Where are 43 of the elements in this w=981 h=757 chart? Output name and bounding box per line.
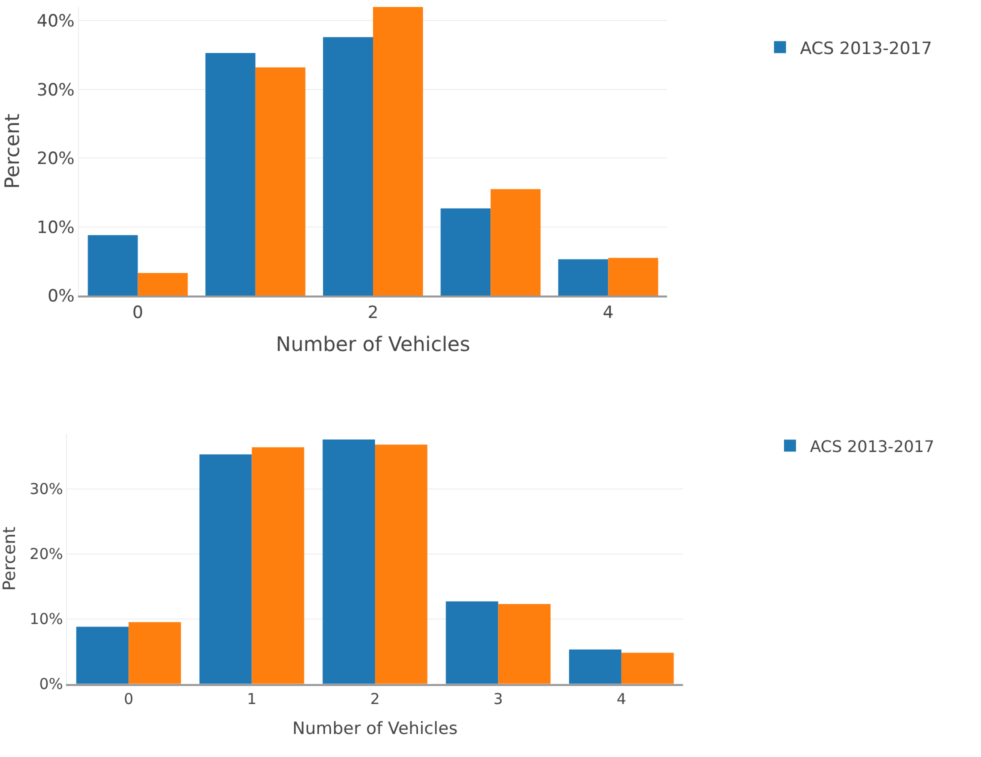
x-axis-title: Number of Vehicles (292, 718, 458, 739)
bar (498, 604, 551, 684)
y-tick-label: 0% (39, 675, 63, 694)
bar (255, 67, 306, 296)
bar (373, 6, 423, 296)
y-axis-title: Percent (0, 526, 20, 591)
y-tick-label: 30% (30, 480, 63, 498)
y-tick-label: 20% (36, 149, 75, 170)
x-tick-label: 1 (247, 690, 257, 708)
y-tick-label: 20% (30, 545, 63, 564)
bar (490, 189, 541, 296)
bar (138, 272, 188, 296)
x-tick-label: 4 (616, 690, 626, 708)
y-tick-label: 40% (36, 12, 75, 32)
x-axis-title: Number of Vehicles (276, 332, 470, 356)
y-tick-label: 10% (36, 218, 75, 238)
legend-label: ACS 2013-2017 (810, 436, 934, 456)
bar (621, 652, 674, 684)
bar (128, 622, 181, 684)
bar (569, 649, 622, 684)
bar (88, 235, 138, 296)
bar (608, 258, 658, 296)
bar (446, 601, 498, 684)
x-tick-label: 2 (368, 303, 378, 324)
x-tick-label: 3 (493, 690, 503, 708)
x-tick-label: 4 (602, 303, 614, 324)
x-tick-label: 2 (370, 690, 380, 708)
y-axis-title: Percent (0, 113, 24, 189)
bar (440, 208, 491, 296)
x-tick-label: 0 (132, 303, 144, 324)
y-tick-label: 10% (30, 610, 63, 628)
y-tick-label: 0% (48, 286, 75, 307)
bar (558, 259, 608, 296)
legend-label: ACS 2013-2017 (800, 38, 932, 59)
bar (375, 444, 428, 684)
x-tick-label: 0 (124, 690, 134, 708)
bar (322, 439, 375, 684)
bar (205, 52, 256, 296)
bar (323, 37, 373, 296)
bar (252, 447, 304, 684)
bar (199, 454, 252, 684)
y-tick-label: 30% (36, 80, 75, 100)
bar (76, 626, 129, 684)
